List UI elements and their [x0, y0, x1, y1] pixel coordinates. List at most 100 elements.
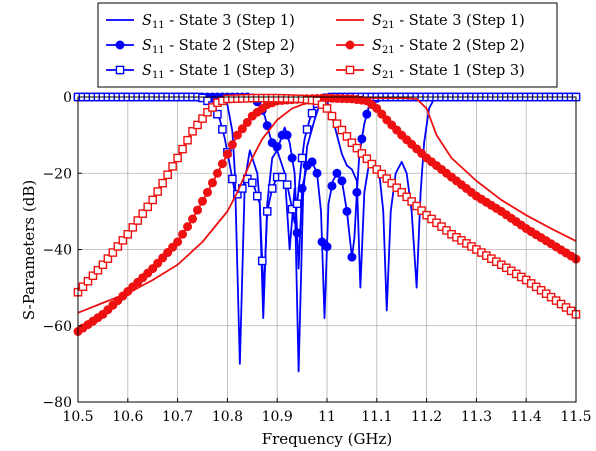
series-marker [123, 229, 133, 239]
y-tick-label: −20 [42, 166, 72, 182]
series-marker [322, 242, 332, 252]
legend-label: S21 - State 3 (Step 1) [372, 13, 525, 31]
series-marker [88, 271, 98, 281]
series-marker [78, 282, 88, 292]
x-tick-label: 10.9 [262, 409, 293, 425]
series-marker [352, 187, 362, 197]
series-marker [347, 252, 357, 262]
series-marker [183, 222, 193, 232]
series-marker [287, 204, 297, 214]
series-marker [332, 119, 342, 128]
x-tick-label: 11 [318, 409, 336, 425]
series-marker [322, 104, 332, 113]
legend-entry: S11 - State 1 (Step 3) [106, 63, 295, 81]
series-marker [342, 206, 352, 216]
series-marker [347, 138, 357, 148]
series-marker [228, 174, 237, 184]
series-marker [257, 256, 267, 266]
y-tick-label: −40 [42, 243, 72, 259]
series-marker [148, 195, 158, 205]
series-marker [332, 168, 342, 178]
series-marker [198, 114, 207, 123]
series-marker [232, 130, 242, 140]
legend: S11 - State 3 (Step 1) S11 - State 2 (Ste… [97, 2, 558, 88]
series-marker [103, 254, 113, 263]
series-marker [337, 176, 347, 186]
legend-entry: S21 - State 3 (Step 1) [336, 13, 525, 31]
series-marker [217, 159, 227, 169]
series-marker [297, 153, 307, 163]
x-tick-label: 11.3 [461, 409, 492, 425]
x-axis-label: Frequency (GHz) [262, 430, 393, 448]
series-marker [292, 199, 302, 209]
series-marker [367, 159, 377, 169]
series-marker [178, 144, 187, 154]
series-marker [327, 181, 337, 191]
series-marker [218, 125, 227, 134]
series-marker [342, 132, 352, 141]
axis-ticks: 10.5 10.6 10.7 10.8 10.9 11 11.1 11.2 11.3 11.4 11… [42, 90, 591, 425]
series-marker [362, 109, 372, 119]
legend-label: S11 - State 1 (Step 3) [142, 63, 295, 81]
legend-label: S11 - State 3 (Step 1) [142, 13, 295, 31]
series-marker [402, 192, 411, 202]
series-marker [372, 103, 382, 113]
series-marker [222, 149, 232, 159]
series-marker [153, 187, 162, 196]
series-marker [143, 202, 153, 212]
series-marker [173, 237, 183, 247]
series-marker [198, 196, 207, 206]
series-marker [382, 174, 392, 183]
series-marker [337, 125, 347, 135]
x-tick-label: 10.7 [162, 409, 193, 425]
series-marker [83, 276, 93, 286]
series-marker [287, 153, 297, 163]
legend-label: S21 - State 2 (Step 2) [372, 38, 525, 56]
series-line [78, 96, 576, 320]
legend-marker [345, 40, 355, 50]
series-marker [252, 191, 262, 201]
series-marker [362, 154, 372, 164]
x-tick-label: 11.2 [411, 409, 442, 425]
series-marker [188, 127, 197, 136]
series-marker [188, 214, 198, 224]
series-marker [272, 142, 282, 152]
series-marker [312, 168, 322, 178]
series-marker [372, 165, 382, 174]
series-marker [168, 162, 177, 171]
series-marker [357, 134, 367, 144]
legend-entry: S21 - State 2 (Step 2) [336, 38, 525, 56]
series-marker [292, 228, 302, 238]
series-marker [128, 223, 138, 232]
y-axis-label: S-Parameters (dB) [20, 180, 38, 320]
series-marker [213, 109, 222, 119]
series-marker [262, 207, 272, 216]
x-tick-label: 10.8 [212, 409, 243, 425]
series-marker [407, 197, 416, 206]
x-tick-label: 10.5 [62, 409, 93, 425]
series-marker [357, 149, 367, 158]
legend-label: S21 - State 1 (Step 3) [372, 63, 525, 81]
series-marker [262, 121, 272, 131]
x-tick-label: 11.4 [511, 409, 542, 425]
series-marker [227, 140, 237, 150]
series-marker [183, 135, 192, 145]
series-marker [397, 188, 407, 197]
series-marker [207, 178, 217, 188]
x-tick-label: 11.1 [361, 409, 392, 425]
series-marker [118, 236, 128, 245]
series-marker [138, 209, 148, 218]
series-marker [173, 153, 182, 163]
x-tick-label: 11.5 [560, 409, 591, 425]
series-marker [212, 168, 222, 178]
series-marker [163, 170, 172, 180]
series-marker [307, 157, 317, 167]
legend-entry: S11 - State 2 (Step 2) [106, 38, 295, 56]
series-marker [202, 187, 212, 197]
series-marker [282, 130, 292, 140]
series-marker [327, 111, 337, 121]
series-marker [193, 120, 202, 130]
series-marker [178, 229, 188, 239]
series-marker [93, 265, 103, 275]
